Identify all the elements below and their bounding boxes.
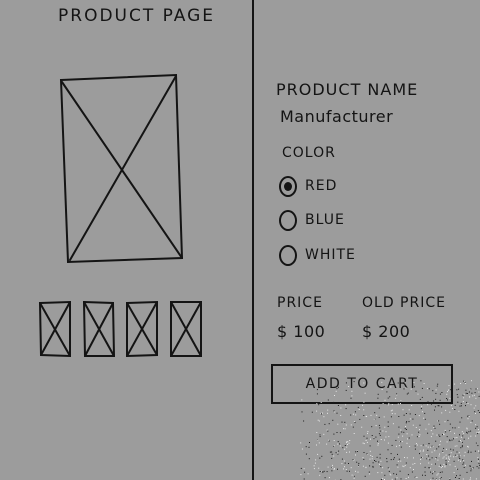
page-title: PRODUCT PAGE <box>58 6 216 26</box>
color-label: COLOR <box>282 145 336 161</box>
color-option-white[interactable]: WHITE <box>279 245 399 267</box>
color-option-label: BLUE <box>305 212 345 228</box>
old-price-value: $ 200 <box>362 322 411 341</box>
column-divider <box>252 0 254 480</box>
manufacturer: Manufacturer <box>280 107 394 126</box>
product-name: PRODUCT NAME <box>276 80 419 99</box>
thumbnail-3[interactable] <box>125 298 159 358</box>
radio-icon[interactable] <box>279 210 297 231</box>
radio-icon[interactable] <box>279 245 297 266</box>
add-to-cart-button[interactable]: ADD TO CART <box>271 364 453 404</box>
color-option-label: WHITE <box>305 247 356 263</box>
old-price-label: OLD PRICE <box>362 295 446 311</box>
color-option-red[interactable]: RED <box>279 176 399 198</box>
main-product-image[interactable] <box>58 72 188 268</box>
thumbnail-2[interactable] <box>82 298 116 358</box>
thumbnail-strip <box>38 298 208 358</box>
price-value: $ 100 <box>277 322 326 341</box>
add-to-cart-label: ADD TO CART <box>305 376 419 392</box>
color-option-blue[interactable]: BLUE <box>279 210 399 232</box>
color-option-label: RED <box>305 178 338 194</box>
thumbnail-4[interactable] <box>169 298 203 358</box>
thumbnail-1[interactable] <box>38 298 72 358</box>
price-label: PRICE <box>277 295 323 311</box>
radio-selected-icon[interactable] <box>279 176 297 197</box>
